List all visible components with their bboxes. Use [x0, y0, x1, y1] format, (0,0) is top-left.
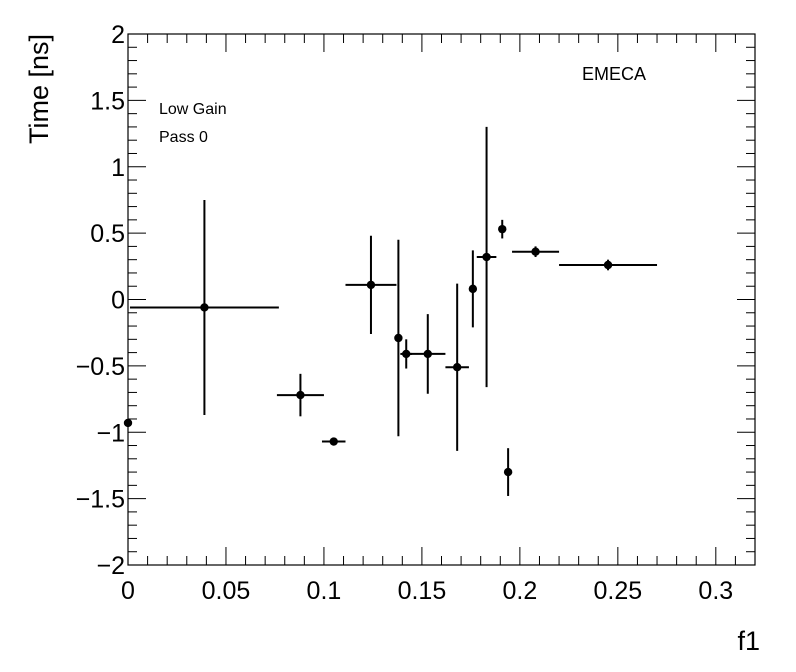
y-tick-label: 1.5: [90, 87, 125, 115]
annotation-emeca: EMECA: [582, 64, 646, 84]
marker: [498, 224, 507, 234]
y-tick-label: −0.5: [76, 353, 125, 381]
data-point: [345, 235, 397, 335]
marker: [329, 437, 338, 446]
data-point: [129, 199, 279, 415]
marker: [402, 349, 411, 359]
marker: [200, 303, 209, 312]
x-tick-label: 0: [121, 577, 135, 605]
data-point: [123, 418, 133, 428]
marker: [423, 349, 432, 359]
marker: [394, 333, 403, 343]
y-tick-label: 0.5: [90, 220, 125, 248]
tick-marks: [127, 33, 756, 566]
data-point: [276, 373, 324, 417]
marker: [296, 390, 305, 400]
data-point: [468, 250, 478, 328]
y-tick-label: 1: [111, 154, 125, 182]
data-point: [321, 437, 346, 446]
data-point: [476, 126, 497, 388]
annotation-low-gain: Low Gain: [159, 101, 227, 118]
y-tick-labels: −2 −1.5 −1 −0.5 0 0.5 1 1.5 2: [76, 21, 125, 580]
marker: [603, 260, 613, 270]
x-tick-label: 0.15: [398, 577, 447, 605]
y-tick-label: 2: [111, 21, 125, 49]
x-tick-label: 0.3: [698, 577, 733, 605]
data-points: [123, 126, 658, 496]
y-tick-label: −1.5: [76, 486, 125, 514]
marker: [531, 247, 540, 256]
x-axis-title: f1: [737, 626, 760, 656]
marker: [123, 418, 133, 428]
x-tick-label: 0.2: [502, 577, 537, 605]
data-point: [559, 259, 658, 271]
x-tick-label: 0.05: [202, 577, 251, 605]
y-tick-label: −2: [96, 552, 125, 580]
x-tick-label: 0.1: [307, 577, 342, 605]
marker: [468, 284, 478, 294]
data-point: [512, 246, 560, 258]
data-point: [445, 283, 469, 451]
y-tick-label: 0: [111, 287, 125, 315]
data-point: [410, 314, 446, 394]
y-tick-label: −1: [96, 419, 125, 447]
marker: [366, 280, 376, 290]
marker: [503, 467, 513, 477]
data-point: [503, 448, 513, 496]
marker: [452, 363, 462, 372]
data-point: [394, 239, 403, 437]
y-axis-title: Time [ns]: [24, 34, 54, 144]
data-point: [498, 219, 507, 239]
x-tick-labels: 0 0.05 0.1 0.15 0.2 0.25 0.3: [121, 577, 733, 605]
marker: [482, 252, 491, 262]
x-tick-label: 0.25: [594, 577, 643, 605]
annotation-pass: Pass 0: [159, 129, 208, 146]
